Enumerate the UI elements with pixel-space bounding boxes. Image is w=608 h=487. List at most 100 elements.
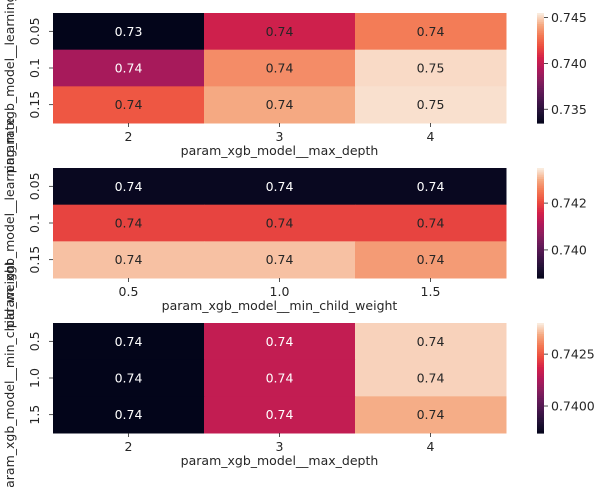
- colorbar-segment: [537, 261, 544, 264]
- colorbar-segment: [537, 104, 544, 108]
- heatmap-cell: [355, 168, 507, 206]
- x-tick-label: 2: [125, 439, 133, 454]
- colorbar-segment: [537, 64, 544, 67]
- colorbar-segment: [537, 117, 544, 120]
- cell-value-label: 0.74: [417, 179, 445, 194]
- y-tick-label: 0.5: [27, 331, 42, 351]
- colorbar-segment: [537, 394, 544, 397]
- colorbar-segment: [537, 400, 544, 403]
- colorbar-segment: [537, 58, 544, 62]
- colorbar-tick-label: 0.740: [551, 56, 587, 71]
- colorbar-segment: [537, 168, 544, 171]
- x-tick-label: 4: [427, 439, 435, 454]
- heatmap-min-child-weight-vs-max-depth: 0.74 0.74 0.74 0.74 0.74 0.74 0.74 0.74 0.74 2 3 4 0…: [2, 260, 595, 487]
- colorbar-segment: [537, 272, 544, 275]
- colorbar-segment: [537, 326, 544, 330]
- colorbar-segment: [537, 359, 544, 363]
- cell-value-label: 0.74: [417, 371, 445, 386]
- colorbar-segment: [537, 339, 544, 342]
- colorbar-segment: [537, 345, 544, 348]
- colorbar-segment: [537, 346, 544, 350]
- cell-value-label: 0.75: [417, 61, 445, 76]
- heatmap-learning-rate-vs-max-depth: 0.73 0.74 0.74 0.74 0.74 0.75 0.74 0.74 0.75 2 3 4 0…: [2, 0, 587, 173]
- colorbar-segment: [537, 38, 544, 42]
- colorbar-segment: [537, 268, 544, 272]
- colorbar-segment: [537, 184, 544, 187]
- colorbar-segment: [537, 235, 544, 239]
- heatmap-cell: [53, 204, 205, 242]
- colorbar-segment: [537, 179, 544, 182]
- colorbar-segment: [537, 409, 544, 412]
- x-tick-label: 1.5: [421, 284, 441, 299]
- colorbar-segment: [537, 188, 544, 191]
- colorbar-segment: [537, 381, 544, 385]
- colorbar-segment: [537, 112, 544, 115]
- colorbar-segment: [537, 418, 544, 421]
- cell-value-label: 0.74: [115, 334, 143, 349]
- colorbar-segment: [537, 57, 544, 60]
- colorbar-segment: [537, 276, 544, 279]
- colorbar-segment: [537, 226, 544, 230]
- colorbar-segment: [537, 202, 544, 206]
- cell-value-label: 0.74: [266, 216, 294, 231]
- colorbar-segment: [537, 228, 544, 231]
- heatmap-cell: [355, 49, 507, 87]
- cell-value-label: 0.74: [115, 407, 143, 422]
- cell-value-label: 0.74: [115, 252, 143, 267]
- heatmap-cell: [355, 241, 507, 279]
- colorbar-segment: [537, 121, 544, 124]
- y-axis-label: param_xgb_model__learning_rate: [2, 0, 17, 173]
- colorbar-segment: [537, 88, 544, 91]
- heatmap-cell: [204, 168, 356, 206]
- x-tick-label: 3: [276, 439, 284, 454]
- colorbar-segment: [537, 332, 544, 335]
- x-axis-label: param_xgb_model__max_depth: [181, 453, 379, 468]
- colorbar-tick-label: 0.745: [551, 10, 587, 25]
- y-tick-label: 0.05: [27, 17, 42, 45]
- colorbar-segment: [537, 246, 544, 250]
- cell-value-label: 0.74: [115, 216, 143, 231]
- colorbar-segment: [537, 14, 544, 18]
- colorbar-segment: [537, 407, 544, 410]
- cell-value-label: 0.74: [417, 407, 445, 422]
- colorbar-segment: [537, 423, 544, 427]
- colorbar-segment: [537, 53, 544, 56]
- colorbar-segment: [537, 90, 544, 93]
- heatmap-cell: [204, 49, 356, 87]
- colorbar-tick-label: 0.7425: [551, 347, 595, 362]
- colorbar-segment: [537, 354, 544, 357]
- colorbar-segment: [537, 328, 544, 331]
- heatmap-learning-rate-vs-min-child-weight: 0.74 0.74 0.74 0.74 0.74 0.74 0.74 0.74 0.74 0.5 1…: [2, 117, 587, 328]
- heatmap-cell: [53, 323, 205, 361]
- colorbar-segment: [537, 108, 544, 111]
- heatmap-cell: [204, 241, 356, 279]
- colorbar-segment: [537, 411, 544, 414]
- heatmap-cell: [204, 359, 356, 397]
- colorbar-segment: [537, 204, 544, 208]
- colorbar-segment: [537, 263, 544, 266]
- cell-value-label: 0.74: [115, 371, 143, 386]
- colorbar-segment: [537, 171, 544, 175]
- colorbar-segment: [537, 191, 544, 195]
- colorbar-segment: [537, 398, 544, 401]
- colorbar-tick-label: 0.735: [551, 102, 587, 117]
- colorbar-segment: [537, 389, 544, 392]
- y-tick-label: 0.05: [27, 172, 42, 200]
- colorbar-segment: [537, 256, 544, 259]
- heatmap-cell: [53, 241, 205, 279]
- colorbar-segment: [537, 254, 544, 257]
- colorbar-segment: [537, 335, 544, 339]
- heatmap-cell: [355, 13, 507, 51]
- y-tick-label: 0.1: [27, 58, 42, 78]
- heatmap-cell: [204, 13, 356, 51]
- colorbar-segment: [537, 199, 544, 202]
- heatmap-cell: [53, 359, 205, 397]
- colorbar-segment: [537, 343, 544, 346]
- colorbar-segment: [537, 334, 544, 337]
- colorbar-segment: [537, 99, 544, 102]
- cell-value-label: 0.74: [266, 179, 294, 194]
- colorbar-segment: [537, 206, 544, 209]
- colorbar-segment: [537, 372, 544, 375]
- x-axis-label: param_xgb_model__min_child_weight: [162, 298, 398, 313]
